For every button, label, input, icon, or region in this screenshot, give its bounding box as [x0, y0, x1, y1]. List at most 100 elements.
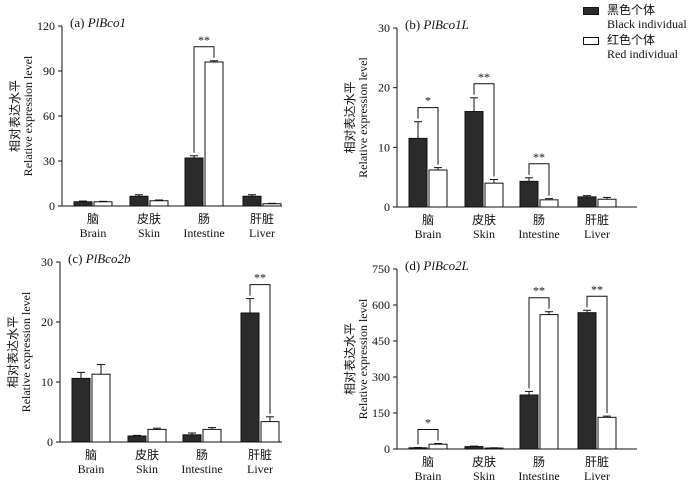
panel-d-bar-red: [597, 416, 617, 450]
panel-b-bar-red: [539, 199, 559, 208]
panel-c-x-label-cn: 肠: [196, 448, 208, 462]
panel-c-significance-bracket: [249, 284, 271, 414]
panel-d-significance-label: **: [591, 282, 603, 296]
panel-a-x-label-cn: 皮肤: [137, 211, 161, 226]
panel-b-x-label-cn: 皮肤: [472, 212, 496, 227]
panel-d-bar-black: [577, 312, 597, 450]
panel-d-bar-black: [519, 394, 539, 450]
panel-d-significance-bracket: [417, 428, 439, 445]
panel-c-significance-label: **: [254, 271, 266, 285]
panel-a-significance-bracket: [193, 46, 215, 153]
panel-a-bar-black: [242, 195, 262, 207]
legend-swatch-red: [583, 37, 599, 45]
panel-b-y-label-cn: 相对表达水平: [343, 81, 357, 153]
panel-a-x-label-cn: 脑: [87, 212, 99, 226]
panel-d-y-label-cn: 相对表达水平: [343, 323, 357, 395]
panel-a-x-label-cn: 肠: [198, 212, 210, 226]
panel-d-x-label: Skin: [473, 469, 495, 483]
panel-c-x-label: Liver: [247, 462, 273, 476]
panel-c-bar-red: [91, 373, 111, 443]
panel-b-bar-black: [464, 111, 484, 208]
panel-c-x-label: Skin: [136, 462, 158, 476]
panel-b-significance-label: **: [478, 70, 490, 84]
panel-d-y-tick-label: 0: [384, 442, 390, 456]
panel-d-x-label: Intestine: [518, 469, 559, 483]
panel-b-x-label: Brain: [415, 227, 442, 241]
panel-d-x-label-cn: 肠: [533, 455, 545, 469]
panel-b-significance-bracket: [417, 107, 439, 165]
panel-c-bar-red: [202, 428, 222, 443]
panel-c-title: (c) PlBco2b: [68, 251, 131, 266]
panel-b-x-label-cn: 肝脏: [585, 212, 609, 227]
panel-b-x-label-cn: 脑: [422, 213, 434, 227]
panel-b-bar-black: [519, 180, 539, 208]
panel-a-bar-black: [73, 201, 93, 207]
panel-b-significance-label: *: [425, 94, 431, 108]
panel-b-x-label-cn: 肠: [533, 213, 545, 227]
panel-c-y-label: Relative expression level: [19, 291, 33, 412]
panel-d-y-tick-label: 600: [372, 298, 390, 312]
panel-d-bar-black: [464, 446, 484, 450]
panel-d-y-tick-label: 450: [372, 334, 390, 348]
panel-b-x-label: Intestine: [518, 227, 559, 241]
panel-d-y-tick-label: 150: [372, 406, 390, 420]
panel-b-x-label: Liver: [584, 227, 610, 241]
panel-c-x-label-cn: 脑: [85, 448, 97, 462]
panel-d-x-label-cn: 皮肤: [472, 454, 496, 469]
panel-c-y-tick-label: 10: [41, 375, 53, 389]
panel-a-bar-black: [184, 157, 204, 207]
panel-a-x-label-cn: 肝脏: [250, 211, 274, 226]
panel-c-y-tick-label: 0: [47, 435, 53, 449]
panel-d-significance-bracket: [586, 295, 608, 414]
panel-a-title: (a) PlBco1: [70, 15, 126, 30]
legend-label-red-en: Red individual: [607, 47, 678, 61]
panel-b-bar-red: [484, 182, 504, 208]
panel-b-y-tick-label: 20: [378, 81, 390, 95]
panel-a-x-label: Skin: [138, 226, 160, 240]
panel-b-y-tick-label: 0: [384, 200, 390, 214]
panel-a-significance-label: **: [198, 33, 210, 47]
legend-swatch-black: [583, 7, 599, 15]
panel-c-x-label: Intestine: [181, 462, 222, 476]
panel-a-x-label: Intestine: [183, 226, 224, 240]
legend-item-red: 红色个体 Red individual: [583, 33, 700, 62]
panel-a-bar-red: [149, 200, 169, 207]
panel-d-bar-red: [539, 314, 559, 450]
panel-d-x-label-cn: 肝脏: [585, 454, 609, 469]
panel-d-significance-label: *: [425, 415, 431, 429]
panel-c-x-label-cn: 皮肤: [135, 447, 159, 462]
legend: 黑色个体 Black individual 红色个体 Red individua…: [583, 3, 700, 64]
panel-a-bar-black: [129, 195, 149, 207]
panel-a-y-tick-label: 0: [49, 199, 55, 213]
panel-d-x-label-cn: 脑: [422, 455, 434, 469]
panel-b-y-label: Relative expression level: [356, 57, 370, 178]
panel-a-bar-red: [93, 201, 113, 207]
panel-c-bar-red: [260, 421, 280, 443]
panel-b-significance-bracket: [473, 83, 495, 177]
panel-c-bar-black: [71, 377, 91, 443]
panel-c-bar-black: [127, 435, 147, 443]
panel-a-y-tick-label: 60: [43, 109, 55, 123]
panel-c-bar-red: [147, 428, 167, 443]
panel-d-bar-red: [428, 443, 448, 450]
panel-d-y-label: Relative expression level: [356, 298, 370, 419]
panel-b-x-label: Skin: [473, 227, 495, 241]
legend-label-black-cn: 黑色个体: [607, 3, 656, 17]
panel-d-significance-bracket: [528, 297, 550, 389]
panel-a-x-label: Liver: [249, 226, 275, 240]
panel-c-y-tick-label: 30: [41, 255, 53, 269]
panel-c-x-label-cn: 肝脏: [248, 447, 272, 462]
panel-c-y-tick-label: 20: [41, 315, 53, 329]
panel-b-bar-black: [577, 196, 597, 208]
panel-b-bar-black: [408, 137, 428, 208]
panel-a-x-label: Brain: [80, 226, 107, 240]
panel-b-y-tick-label: 10: [378, 140, 390, 154]
panel-a-bar-red: [262, 203, 282, 207]
panel-b-bar-red: [597, 198, 617, 208]
legend-item-black: 黑色个体 Black individual: [583, 3, 700, 32]
panel-b-significance-label: **: [533, 150, 545, 164]
panel-c-y-label-cn: 相对表达水平: [6, 316, 20, 388]
panel-d-x-label: Liver: [584, 469, 610, 483]
panel-b-y-tick-label: 30: [378, 21, 390, 35]
